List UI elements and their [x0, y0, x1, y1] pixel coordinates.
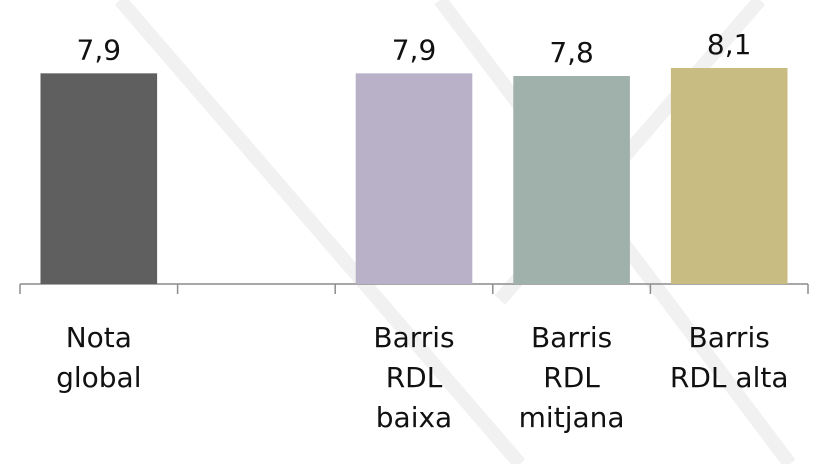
data-label: 8,1 — [707, 28, 752, 61]
data-label: 7,8 — [549, 36, 594, 69]
data-label: 7,9 — [77, 33, 122, 66]
data-label: 7,9 — [392, 33, 437, 66]
x-tick-label: Barris RDL alta — [669, 321, 789, 394]
x-tick-label: Barris RDL baixa — [373, 321, 455, 434]
bar — [355, 73, 473, 284]
bar — [513, 76, 630, 284]
x-tick-label: Barris RDL mitjana — [518, 321, 625, 434]
x-tick-label: Nota global — [56, 321, 142, 394]
bar — [40, 73, 158, 284]
bar — [670, 68, 788, 284]
